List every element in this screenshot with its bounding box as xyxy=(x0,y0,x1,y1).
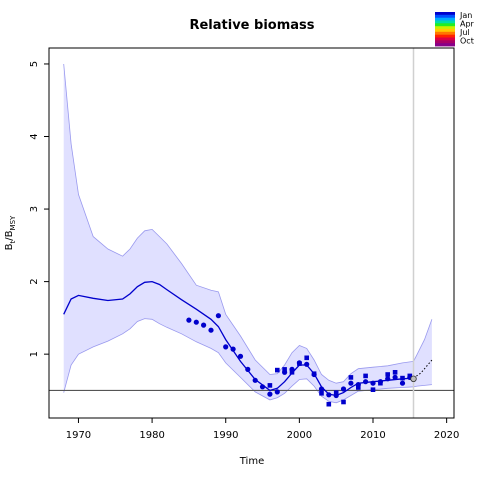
legend-color-swatch xyxy=(435,14,455,18)
observation-square xyxy=(378,380,383,386)
x-tick-label: 1980 xyxy=(139,430,164,441)
legend-entry-apr: Apr xyxy=(460,20,475,29)
observation-circle xyxy=(186,317,192,323)
observation-square xyxy=(267,383,273,388)
observation-circle xyxy=(230,346,236,352)
observation-circle xyxy=(237,353,244,359)
forecast-band xyxy=(413,319,432,387)
observation-circle xyxy=(215,313,221,319)
legend-color-swatch xyxy=(435,26,455,30)
chart-title: Relative biomass xyxy=(189,18,314,33)
observation-circle xyxy=(193,319,199,325)
x-tick-label: 2000 xyxy=(287,430,312,441)
observation-circle xyxy=(201,322,207,328)
plot-frame xyxy=(48,47,455,419)
legend-color-swatch xyxy=(435,20,455,24)
x-tick-label: 1970 xyxy=(66,430,91,441)
y-axis-label-sub2: MSY xyxy=(9,215,17,230)
y-axis-label-mid: /B xyxy=(4,230,15,240)
y-axis-label-sub1: t xyxy=(9,240,17,243)
observation-square xyxy=(297,361,302,366)
observation-square xyxy=(304,355,309,361)
observation-circle xyxy=(340,386,347,392)
observation-square xyxy=(333,390,339,395)
observation-square xyxy=(348,375,354,380)
plot-area xyxy=(49,48,454,418)
y-tick-label: 5 xyxy=(29,61,40,67)
forecast-band-upper-edge xyxy=(413,319,433,362)
final-state-marker xyxy=(410,375,417,383)
observation-square xyxy=(356,385,361,390)
observation-circle xyxy=(274,389,280,395)
legend-color-swatch xyxy=(435,40,455,44)
x-tick-label: 1990 xyxy=(213,430,238,441)
legend-color-swatch xyxy=(435,43,455,47)
legend-color-swatch xyxy=(435,31,455,35)
observation-circle xyxy=(392,374,398,380)
observation-square xyxy=(341,399,346,405)
legend-entry-oct: Oct xyxy=(460,37,474,46)
y-tick-label: 4 xyxy=(29,133,40,139)
x-axis: 1970 1980 1990 2000 2010 2020 xyxy=(66,418,459,441)
observation-square xyxy=(282,367,287,372)
observation-circle xyxy=(304,361,310,367)
observation-square xyxy=(326,401,332,407)
legend-color-swatch xyxy=(435,17,455,21)
ci-band-upper-edge xyxy=(63,63,414,384)
observation-square xyxy=(363,373,368,379)
legend-color-swatch xyxy=(435,29,455,33)
observation-circle xyxy=(267,391,273,397)
observation-circle xyxy=(208,327,214,333)
observation-circle xyxy=(259,384,266,390)
legend-color-swatch xyxy=(435,34,455,38)
y-axis: 1 2 3 4 5 xyxy=(29,61,49,357)
forecast-band-lower-edge xyxy=(413,384,432,388)
legend-entry-jul: Jul xyxy=(459,28,470,37)
y-axis-label-base: B xyxy=(4,243,15,250)
y-tick-label: 1 xyxy=(29,351,40,357)
observation-circle xyxy=(385,376,391,382)
legend-entry-jan: Jan xyxy=(459,11,472,20)
observation-circle xyxy=(399,380,406,386)
observation-square xyxy=(385,372,390,377)
observation-square xyxy=(392,370,398,375)
x-tick-label: 2020 xyxy=(434,430,459,441)
x-axis-label: Time xyxy=(239,456,264,467)
ci-band xyxy=(63,64,414,403)
y-axis-label: Bt/BMSY xyxy=(4,215,17,250)
observation-circle xyxy=(363,379,369,385)
observation-square xyxy=(407,373,413,379)
observation-circle xyxy=(348,380,354,386)
legend-color-swatch xyxy=(435,23,455,27)
observation-circle xyxy=(252,377,258,383)
observation-circle xyxy=(370,380,376,386)
observation-circle xyxy=(326,392,332,398)
observation-square xyxy=(400,375,405,381)
observation-square xyxy=(319,391,324,396)
observation-circle xyxy=(245,366,251,372)
y-tick-label: 2 xyxy=(29,278,40,284)
observation-square xyxy=(370,387,376,392)
observation-square xyxy=(289,370,295,375)
observation-circle xyxy=(318,386,325,392)
y-tick-label: 3 xyxy=(29,206,40,212)
legend-color-swatch xyxy=(435,37,455,41)
ci-band-lower-edge xyxy=(63,318,414,404)
x-tick-label: 2010 xyxy=(360,430,385,441)
observation-circle xyxy=(223,344,229,350)
legend-color-swatch xyxy=(435,12,455,16)
observation-square xyxy=(275,367,280,373)
observation-square xyxy=(311,371,317,376)
